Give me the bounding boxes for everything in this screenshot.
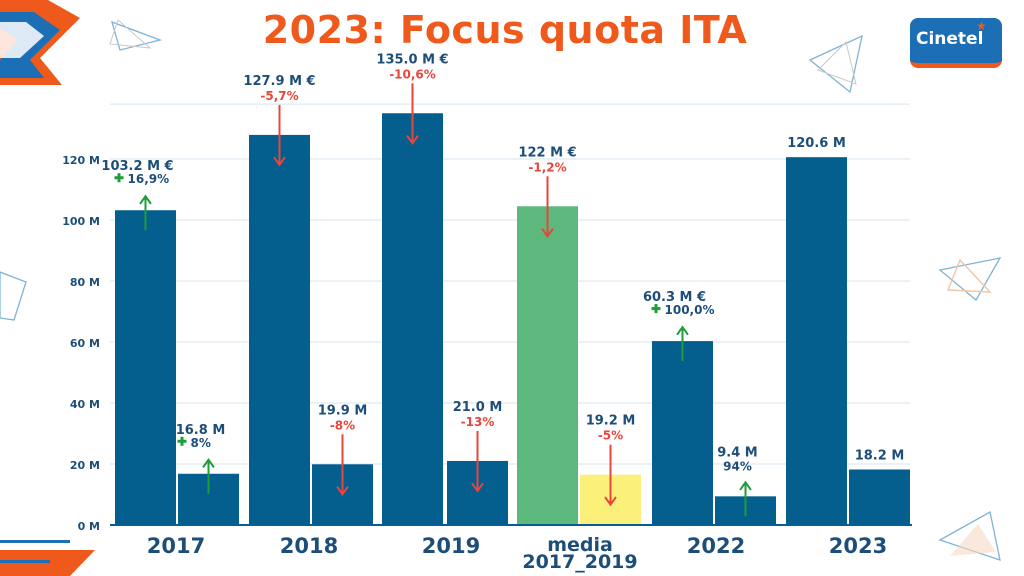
plus-icon xyxy=(654,304,658,314)
x-tick-label: 2019 xyxy=(422,534,480,558)
down-arrow-icon xyxy=(336,486,349,497)
x-tick-label: 2023 xyxy=(829,534,887,558)
star-icon: ★ xyxy=(976,19,987,33)
data-label: 120.6 M xyxy=(787,136,846,151)
data-label: 16.8 M xyxy=(176,423,226,438)
down-arrow-icon xyxy=(406,135,419,145)
x-tick-label: 2017_2019 xyxy=(522,551,637,573)
bar xyxy=(115,210,176,526)
data-label: 19.9 M xyxy=(318,403,368,418)
change-label: 8% xyxy=(191,436,211,450)
triangle-decoration xyxy=(808,34,863,94)
bar xyxy=(786,157,847,526)
data-label: 127.9 M € xyxy=(243,74,315,89)
down-arrow-icon xyxy=(604,496,617,507)
data-label: 18.2 M xyxy=(855,448,905,463)
x-tick-label: 2018 xyxy=(280,534,338,558)
bar xyxy=(849,469,910,525)
triangle-decoration xyxy=(817,41,857,85)
change-label: 94% xyxy=(723,459,752,473)
y-tick-label: 80 M xyxy=(70,276,100,289)
triangle-decoration xyxy=(0,271,27,321)
triangle-decoration xyxy=(938,257,1002,301)
x-tick-label: 2022 xyxy=(687,534,745,558)
x-tick-label: 2017 xyxy=(147,534,205,558)
change-label: -10,6% xyxy=(389,67,436,81)
data-label: 60.3 M € xyxy=(643,290,706,305)
change-label: 100,0% xyxy=(665,303,715,317)
change-label: -1,2% xyxy=(528,160,566,174)
up-arrow-icon xyxy=(202,458,215,468)
triangle-decoration xyxy=(950,524,996,556)
triangle-decoration xyxy=(111,20,163,51)
data-label: 135.0 M € xyxy=(376,52,448,67)
y-tick-label: 100 M xyxy=(62,215,100,228)
chevron-decoration xyxy=(0,22,44,58)
triangle-decoration xyxy=(946,258,992,293)
data-label: 122 M € xyxy=(518,145,576,160)
bar xyxy=(517,206,578,525)
data-label: 21.0 M xyxy=(453,400,503,415)
logo-text: Cinetel xyxy=(916,29,984,49)
bar xyxy=(249,134,310,525)
change-label: -13% xyxy=(461,415,495,429)
y-tick-label: 20 M xyxy=(70,459,100,472)
plus-icon xyxy=(180,436,184,446)
up-arrow-icon xyxy=(139,194,152,205)
data-label: 103.2 M € xyxy=(101,159,173,174)
up-arrow-icon xyxy=(676,325,689,336)
cinetel-logo: Cinetel ★ xyxy=(910,18,1002,68)
down-arrow-icon xyxy=(273,156,286,167)
change-label: 16,9% xyxy=(128,172,170,186)
change-label: -5% xyxy=(598,429,623,443)
bar xyxy=(382,113,443,525)
strip-decoration xyxy=(0,540,70,543)
down-arrow-icon xyxy=(471,482,484,493)
plus-icon xyxy=(117,173,121,183)
y-tick-label: 60 M xyxy=(70,337,100,350)
bar xyxy=(652,341,713,525)
y-tick-label: 120 M xyxy=(62,154,100,167)
change-label: -8% xyxy=(330,418,355,432)
y-tick-label: 40 M xyxy=(70,398,100,411)
x-tick-label: media xyxy=(547,534,613,556)
data-label: 9.4 M xyxy=(717,445,758,460)
change-label: -5,7% xyxy=(260,89,298,103)
strip-decoration xyxy=(0,560,50,563)
up-arrow-icon xyxy=(739,480,752,491)
data-label: 19.2 M xyxy=(586,414,636,429)
down-arrow-icon xyxy=(541,228,554,238)
triangle-decoration xyxy=(109,19,152,49)
y-tick-label: 0 M xyxy=(78,520,100,533)
slide-title: 2023: Focus quota ITA xyxy=(262,8,748,52)
